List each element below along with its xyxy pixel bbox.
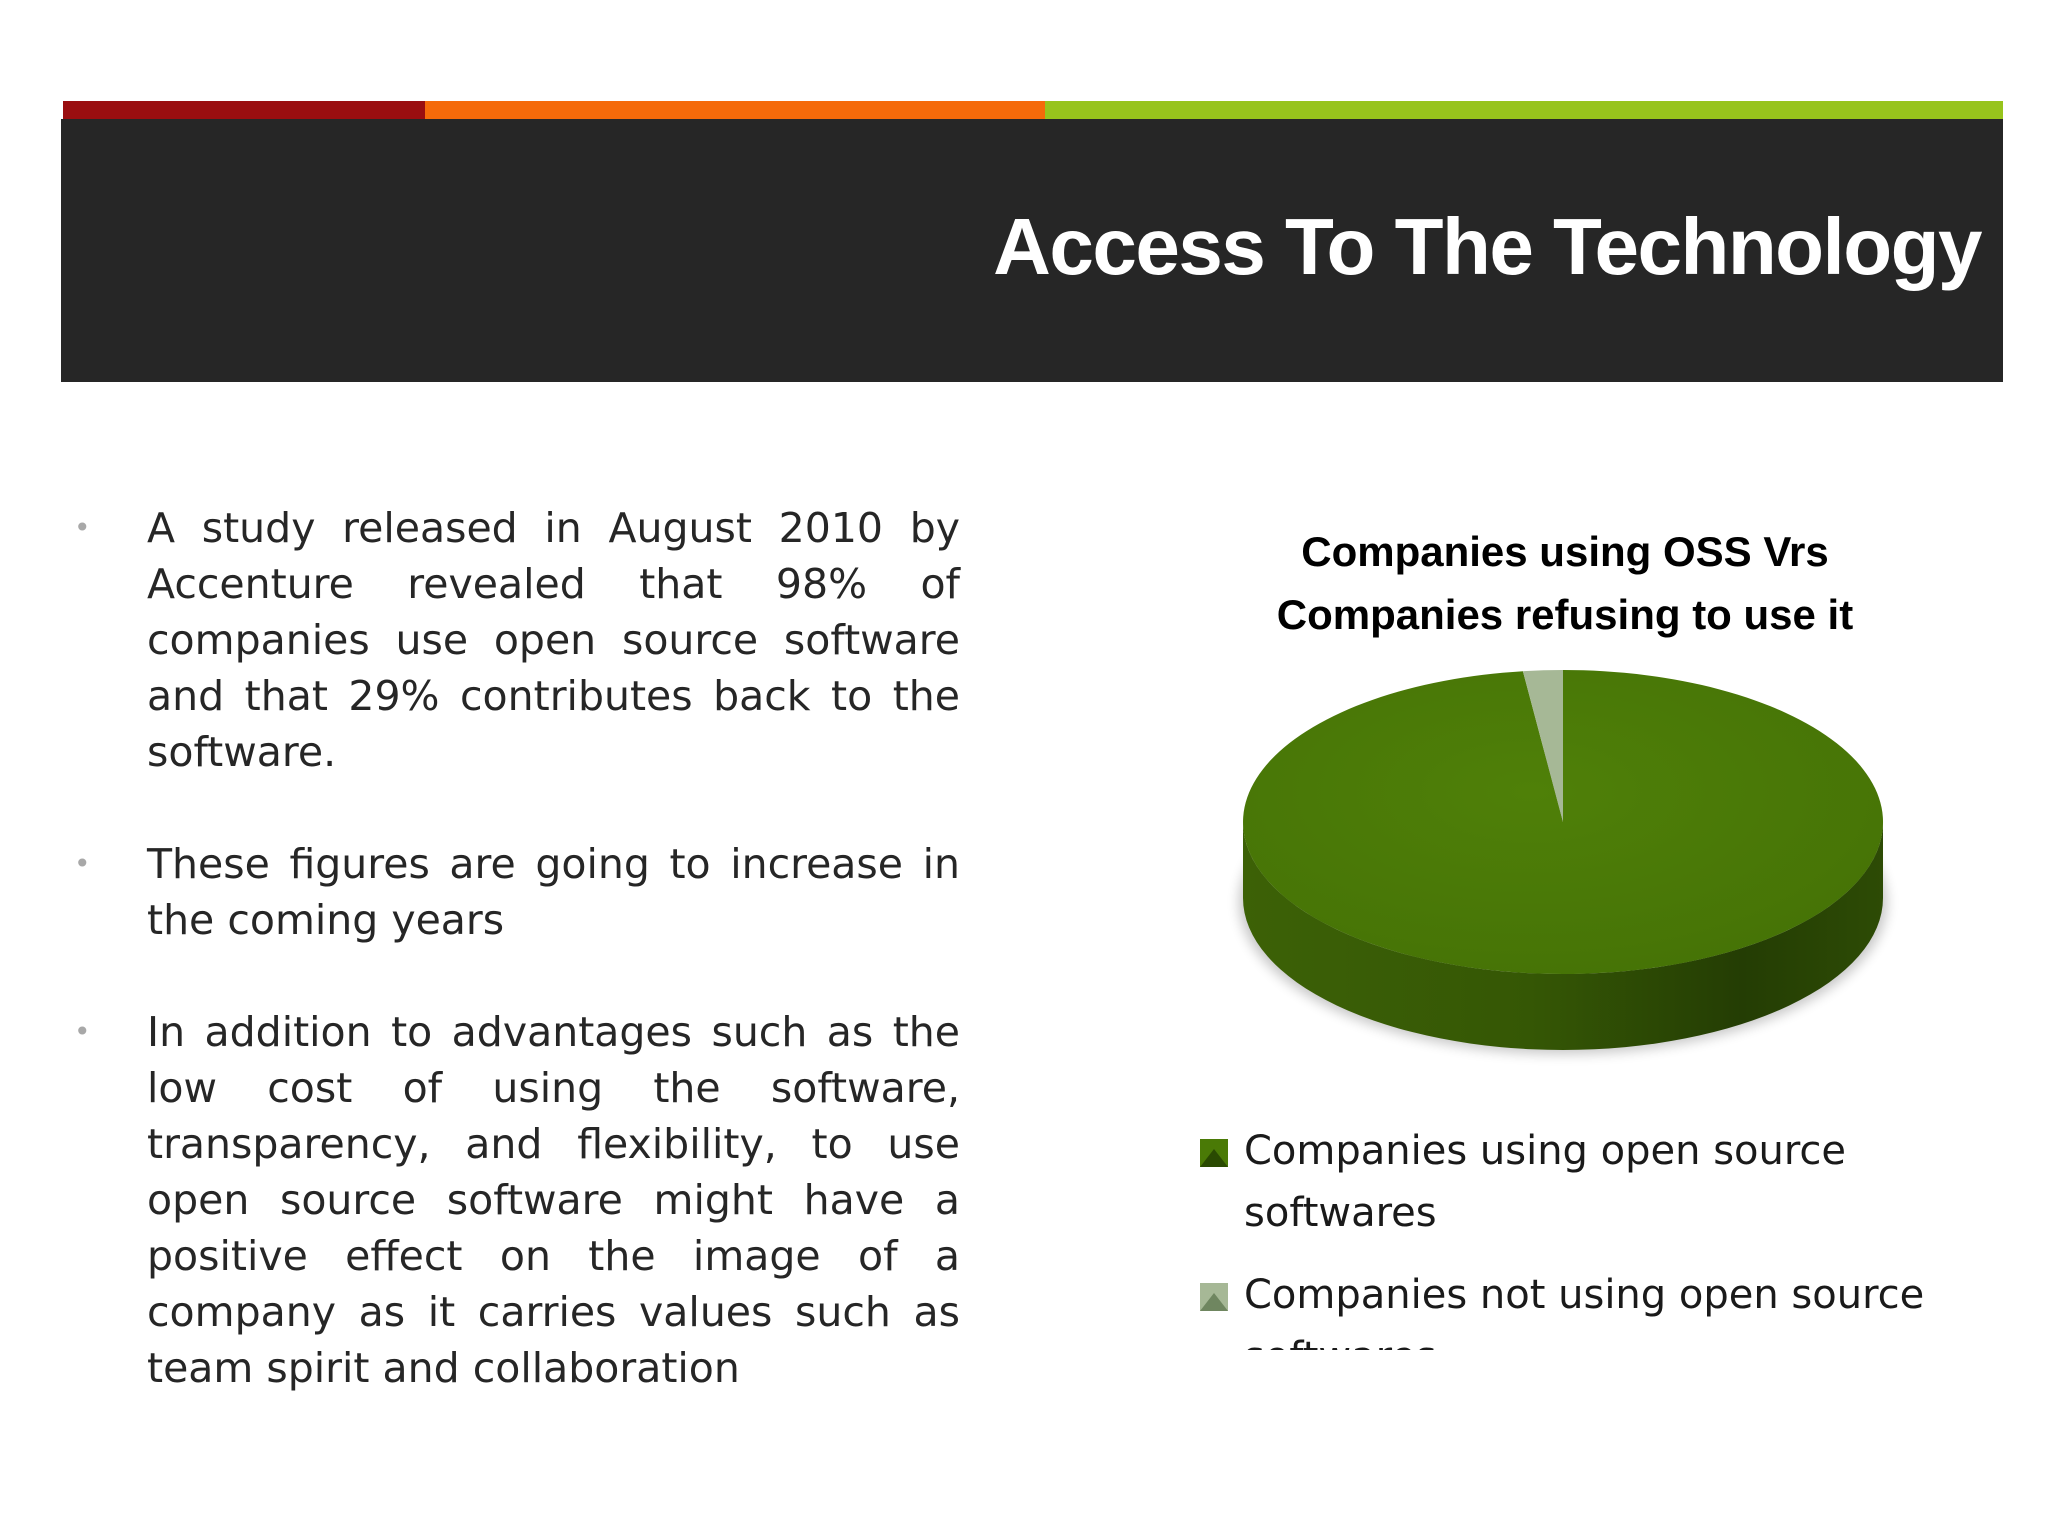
bullet-text: In addition to advantages such as the lo… [147,1008,960,1392]
chart-title-line: Companies using OSS Vrs [1301,528,1829,575]
bullet-text: These figures are going to increase in t… [147,840,960,944]
chart-title-line: Companies refusing to use it [1276,591,1854,638]
pie-chart: Companies using OSS Vrs Companies refusi… [1190,510,2010,1350]
bullet-item: • In addition to advantages such as the … [70,1004,960,1396]
pie-plot [1239,670,1887,1054]
bullet-item: • These figures are going to increase in… [70,836,960,948]
title-band: Access To The Technology [61,119,2003,382]
accent-bar-red [63,101,425,119]
bullet-list: • A study released in August 2010 by Acc… [70,500,960,1452]
chart-legend: Companies using open source softwares Co… [1200,1120,1990,1350]
legend-label: Companies using open source softwares [1244,1128,1847,1236]
legend-swatch-icon [1200,1139,1228,1167]
bullet-item: • A study released in August 2010 by Acc… [70,500,960,780]
pie-slice-1 [1243,670,1884,974]
slide-title: Access To The Technology [993,202,1982,291]
bullet-dot-icon: • [74,1015,91,1048]
legend-label: Companies not using open source software… [1244,1272,1925,1350]
legend-item: Companies using open source softwares [1200,1120,1990,1244]
pie-slice-2 [1522,670,1563,822]
legend-swatch-icon [1200,1283,1228,1311]
legend-item: Companies not using open source software… [1200,1264,1990,1350]
bullet-dot-icon: • [74,511,91,544]
bullet-text: A study released in August 2010 by Accen… [147,504,960,776]
chart-title: Companies using OSS Vrs Companies refusi… [1190,520,1940,646]
accent-bar-orange [425,101,1045,119]
pie-side-wall [1243,822,1883,1050]
accent-bar-green [1045,101,2003,119]
bullet-dot-icon: • [74,847,91,880]
